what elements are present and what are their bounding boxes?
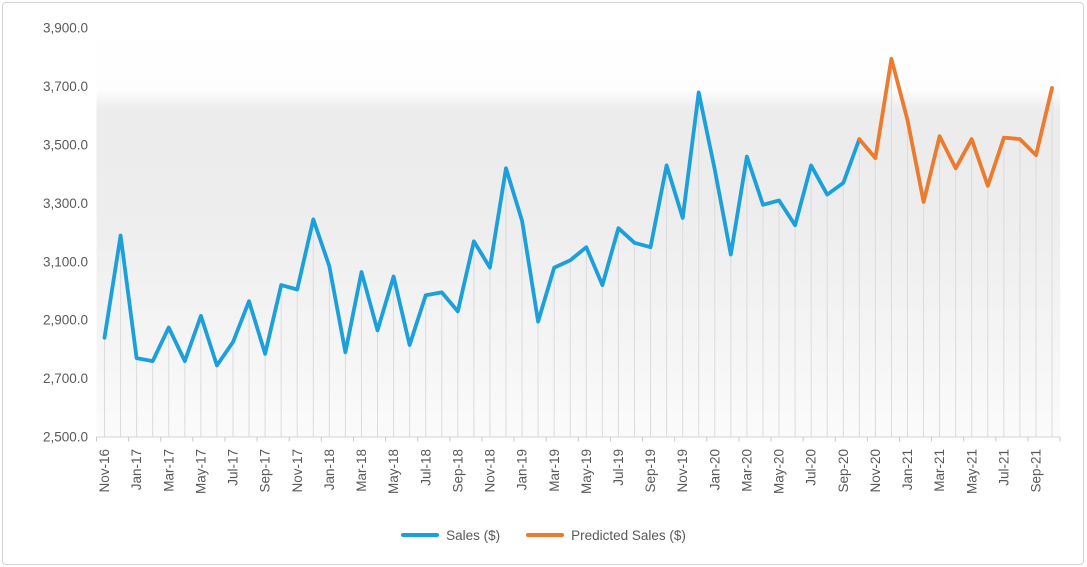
sales-line-swatch — [401, 533, 440, 537]
x-axis-tick-label: Nov-19 — [675, 449, 690, 493]
y-axis-labels: 2,500.0 2,700.0 2,900.0 3,100.0 3,300.0 3,500… — [43, 21, 88, 445]
series-lines-group — [102, 56, 1054, 368]
y-axis-tick-label: 3,900.0 — [43, 21, 88, 36]
x-axis-tick-label: Mar-21 — [932, 449, 947, 492]
x-axis-tick-label: Sep-17 — [258, 449, 273, 493]
x-axis-tick-label: May-21 — [964, 449, 979, 494]
y-axis-tick-label: 3,300.0 — [43, 196, 88, 211]
x-axis-tick-label: Nov-17 — [290, 449, 305, 493]
x-axis-tick-label: May-18 — [386, 449, 401, 494]
drop-lines-group — [104, 59, 1053, 437]
x-axis-tick-label: Sep-20 — [836, 449, 851, 493]
predicted-sales-line[interactable] — [857, 56, 1054, 204]
x-axis-tick-label: Jan-17 — [129, 449, 144, 490]
x-axis-tick-label: Sep-21 — [1029, 449, 1044, 493]
x-axis-tick-label: Jul-20 — [804, 449, 819, 486]
legend-label-sales: Sales ($) — [446, 527, 501, 543]
legend-item-predicted-sales[interactable]: Predicted Sales ($) — [526, 528, 686, 543]
x-axis-tick-label: Sep-18 — [450, 449, 465, 493]
chart-legend: Sales ($) Predicted Sales ($) — [0, 523, 1087, 547]
y-axis-tick-label: 2,500.0 — [43, 430, 88, 445]
y-axis-tick-label: 3,500.0 — [43, 137, 88, 152]
x-axis-tick-label: Sep-19 — [643, 449, 658, 493]
x-axis-tick-label: Mar-20 — [739, 449, 754, 492]
x-axis-tick-label: Jan-19 — [515, 449, 530, 490]
x-axis-tick-label: Jul-17 — [226, 449, 241, 486]
axes-group — [96, 436, 1061, 442]
sales-line[interactable] — [102, 90, 862, 368]
x-axis-tick-label: Mar-19 — [547, 449, 562, 492]
x-axis-labels: Nov-16 Jan-17 Mar-17 May-17 Jul-17 Sep-17 Nov-… — [97, 449, 1043, 494]
x-axis-tick-label: Jan-21 — [900, 449, 915, 490]
x-axis-tick-label: Jan-20 — [707, 449, 722, 490]
y-axis-tick-label: 3,700.0 — [43, 79, 88, 94]
x-axis-tick-label: Nov-20 — [868, 449, 883, 493]
legend-item-sales[interactable]: Sales ($) — [401, 528, 500, 543]
x-axis-tick-label: Jul-21 — [996, 449, 1011, 486]
x-axis-tick-label: May-17 — [193, 449, 208, 494]
x-axis-tick-label: Nov-18 — [483, 449, 498, 493]
x-axis-tick-label: Mar-18 — [354, 449, 369, 492]
x-axis-tick-label: Jul-18 — [418, 449, 433, 486]
x-axis-tick-label: May-19 — [579, 449, 594, 494]
predicted-sales-line-swatch — [526, 533, 565, 537]
x-axis-tick-label: May-20 — [772, 449, 787, 494]
x-axis-tick-label: Jan-18 — [322, 449, 337, 490]
y-axis-tick-label: 2,900.0 — [43, 313, 88, 328]
x-axis-tick-label: Nov-16 — [97, 449, 112, 493]
y-axis-tick-label: 2,700.0 — [43, 371, 88, 386]
y-axis-tick-label: 3,100.0 — [43, 254, 88, 269]
plot-area[interactable] — [96, 28, 1061, 437]
x-axis-tick-label: Mar-17 — [161, 449, 176, 492]
legend-label-predicted-sales: Predicted Sales ($) — [571, 527, 686, 543]
x-axis-tick-label: Jul-19 — [611, 449, 626, 486]
